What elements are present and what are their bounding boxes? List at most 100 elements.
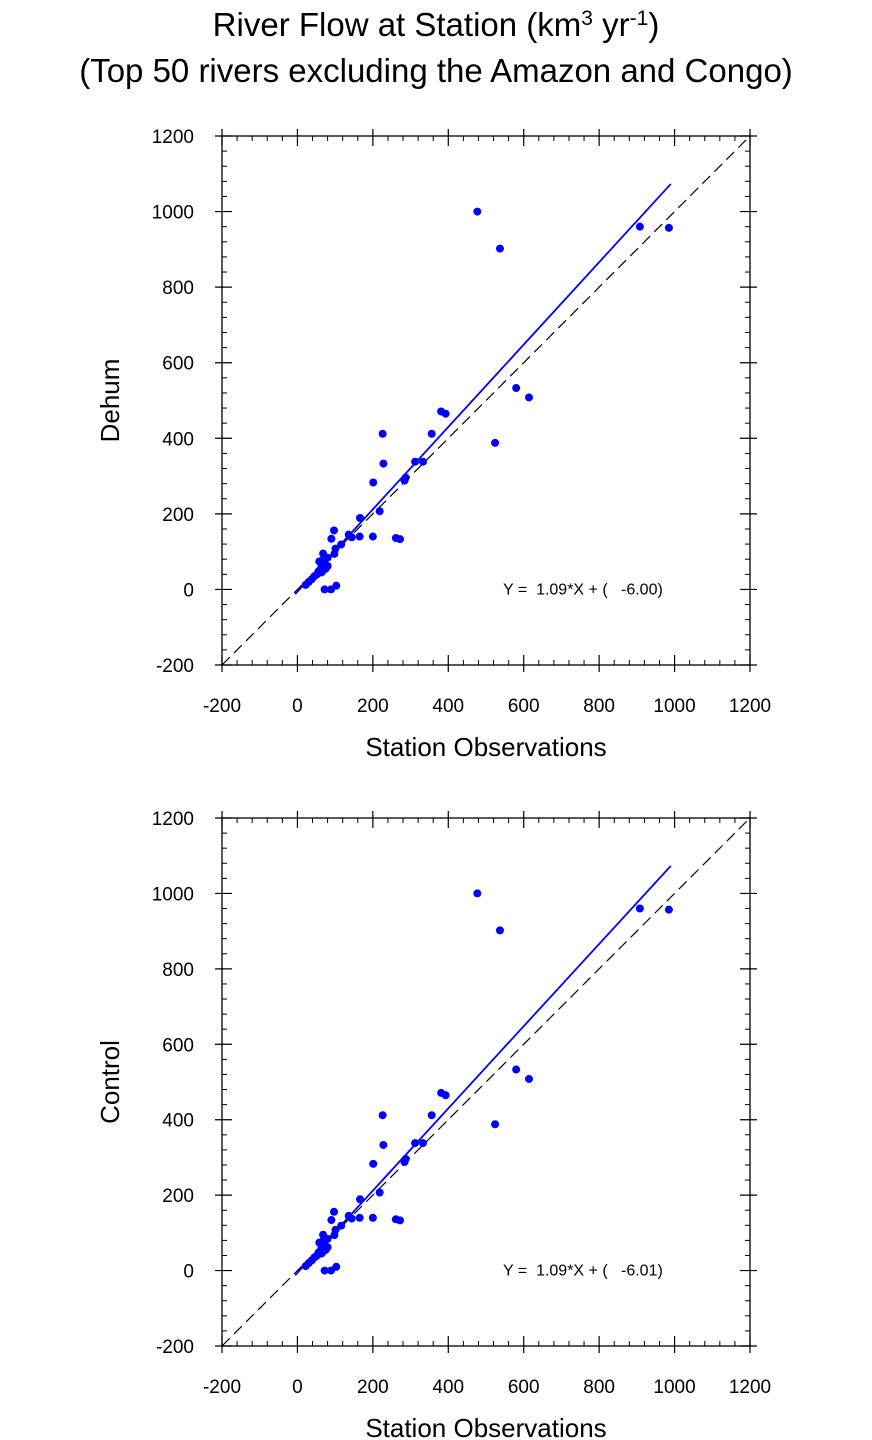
y-axis-label: Dehum xyxy=(95,359,125,443)
data-point xyxy=(304,577,313,586)
x-tick-label: 200 xyxy=(357,696,389,717)
data-point xyxy=(319,558,328,567)
data-point xyxy=(379,1140,388,1149)
data-point xyxy=(635,904,644,913)
x-tick-label: 0 xyxy=(292,696,303,717)
y-tick-label: -200 xyxy=(156,1337,194,1358)
y-tick-label: 600 xyxy=(162,1035,194,1056)
data-point xyxy=(347,1214,356,1223)
data-point xyxy=(375,507,384,516)
one-to-one-line xyxy=(221,135,751,666)
data-point xyxy=(495,244,504,253)
data-point xyxy=(319,1240,328,1249)
data-point xyxy=(441,1091,450,1100)
y-tick-label: 600 xyxy=(162,354,194,375)
data-point xyxy=(337,540,346,549)
y-tick-label: 0 xyxy=(183,580,194,601)
y-tick-label: 1200 xyxy=(152,809,194,830)
data-point xyxy=(427,1111,436,1120)
y-tick-label: 1000 xyxy=(152,203,194,224)
y-tick-label: 200 xyxy=(162,505,194,526)
data-point xyxy=(635,222,644,231)
x-tick-label: 1000 xyxy=(653,1377,695,1398)
data-point xyxy=(664,223,673,232)
data-point xyxy=(369,1159,378,1168)
data-point xyxy=(427,429,436,438)
data-point xyxy=(419,457,428,466)
one-to-one-line xyxy=(221,817,751,1347)
data-point xyxy=(378,1111,387,1120)
data-point xyxy=(524,393,533,402)
data-point xyxy=(495,926,504,935)
x-axis-label: Station Observations xyxy=(365,732,606,762)
x-tick-label: 800 xyxy=(583,696,615,717)
data-point xyxy=(327,1216,336,1225)
x-tick-label: 600 xyxy=(508,696,540,717)
data-point xyxy=(368,532,377,541)
data-point xyxy=(400,476,409,485)
x-tick-label: 800 xyxy=(583,1377,615,1398)
title-superscript-3: 3 xyxy=(581,7,593,30)
chart-subtitle: (Top 50 rivers excluding the Amazon and … xyxy=(79,52,793,89)
data-point xyxy=(411,1139,420,1148)
y-tick-label: 800 xyxy=(162,278,194,299)
data-point xyxy=(664,905,673,914)
data-point xyxy=(356,514,365,523)
y-tick-label: 1000 xyxy=(152,884,194,905)
regression-equation: Y = 1.09*X + ( -6.01) xyxy=(503,1263,663,1280)
title-unit-text: yr xyxy=(592,6,630,43)
y-tick-label: 0 xyxy=(183,1262,194,1283)
data-point xyxy=(491,1120,500,1129)
data-point xyxy=(379,459,388,468)
scatter-panel-control: -200 0 200 400 600 800 1000 1200 -200 0 200 400 600 8… xyxy=(95,809,771,1440)
data-point xyxy=(396,1216,405,1225)
x-tick-label: 600 xyxy=(508,1377,540,1398)
title-superscript-minus1: -1 xyxy=(629,7,649,30)
data-point xyxy=(473,207,482,216)
y-tick-label: 400 xyxy=(162,429,194,450)
y-tick-label: 200 xyxy=(162,1186,194,1207)
data-point xyxy=(319,1230,328,1239)
data-point xyxy=(347,533,356,542)
x-tick-label: 0 xyxy=(292,1377,303,1398)
y-tick-label: 400 xyxy=(162,1111,194,1132)
data-point xyxy=(317,1249,326,1258)
data-point xyxy=(327,534,336,543)
y-tick-label: -200 xyxy=(156,656,194,677)
chart-title: River Flow at Station (km3 yr-1) xyxy=(0,6,872,44)
data-point xyxy=(368,1213,377,1222)
data-point xyxy=(400,1157,409,1166)
data-point xyxy=(378,429,387,438)
data-point xyxy=(320,1266,329,1275)
data-point xyxy=(330,526,339,535)
data-point xyxy=(355,1213,364,1222)
scatter-panel-dehum: -200 0 200 400 600 800 1000 1200 -200 0 200 400 600 8… xyxy=(95,127,771,762)
title-text: River Flow at Station (km xyxy=(212,6,582,43)
x-tick-label: 1200 xyxy=(729,1377,771,1398)
data-point xyxy=(375,1188,384,1197)
data-point xyxy=(356,1195,365,1204)
regression-line xyxy=(294,183,672,595)
data-point xyxy=(317,568,326,577)
data-point xyxy=(512,1065,521,1074)
plot-frame xyxy=(221,135,751,666)
data-point xyxy=(330,1231,339,1240)
data-point xyxy=(319,549,328,558)
y-axis-label: Control xyxy=(95,1040,125,1124)
regression-equation: Y = 1.09*X + ( -6.00) xyxy=(503,581,663,598)
data-point xyxy=(355,532,364,541)
data-point xyxy=(320,585,329,594)
x-tick-label: 1200 xyxy=(729,696,771,717)
data-point xyxy=(369,478,378,487)
data-point xyxy=(411,457,420,466)
x-tick-label: 400 xyxy=(432,696,464,717)
data-point xyxy=(304,1259,313,1268)
x-tick-label: 400 xyxy=(432,1377,464,1398)
data-point xyxy=(332,581,341,590)
y-tick-label: 800 xyxy=(162,960,194,981)
data-point xyxy=(396,535,405,544)
regression-line xyxy=(294,865,672,1276)
data-point xyxy=(337,1221,346,1230)
data-point xyxy=(441,409,450,418)
